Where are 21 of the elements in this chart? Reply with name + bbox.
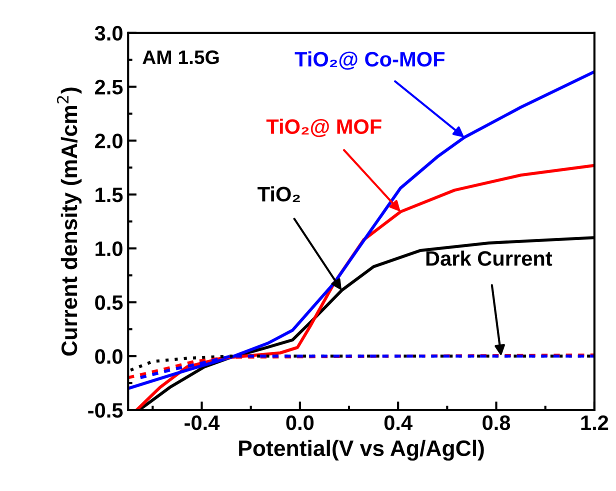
y-tick-label: 1.5 — [96, 188, 123, 202]
x-tick-label: 0.4 — [384, 415, 412, 430]
x-tick-label: 0.8 — [482, 415, 510, 430]
y-tick-label: 0.5 — [95, 295, 123, 310]
annotation: TiO₂ — [258, 186, 300, 202]
x-tick-label: -0.4 — [184, 415, 220, 430]
y-tick-label: 3.0 — [94, 26, 122, 41]
y-tick-label: 1.0 — [96, 241, 122, 256]
annotation: AM 1.5G — [142, 50, 219, 64]
line-series — [128, 70, 594, 390]
annotation: Dark Current — [426, 250, 552, 266]
annotation: TiO₂@ Co-MOF — [294, 51, 445, 70]
annotation: TiO₂@ MOF — [266, 118, 382, 138]
y-tick-label: 2.0 — [95, 134, 122, 148]
x-axis-title: Potential(V vs Ag/AgCl) — [239, 440, 484, 461]
y-tick-label: -0.5 — [88, 402, 123, 418]
x-tick-label: 1.2 — [581, 415, 608, 430]
y-axis-title: Current density (mA/cm$^{2}$) — [56, 88, 82, 356]
y-tick-label: 0.0 — [95, 349, 122, 364]
x-tick-label: 0.0 — [286, 415, 314, 430]
y-tick-label: 2.5 — [95, 80, 123, 95]
